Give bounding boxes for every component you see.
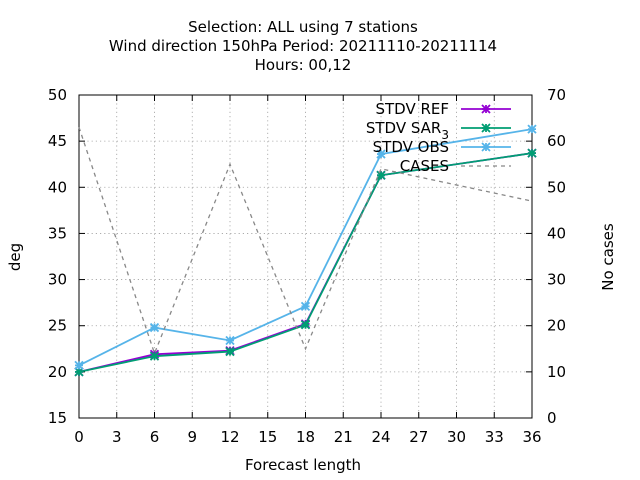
x-tick-label-9: 27 [409, 428, 428, 446]
legend-marker-2 [481, 142, 491, 152]
x-axis-label: Forecast length [245, 456, 361, 474]
x-tick-label-6: 18 [296, 428, 315, 446]
ticks: 0 3 6 9 12 15 18 21 24 27 30 33 36152025303540455001… [48, 86, 566, 446]
title-line-0: Selection: ALL using 7 stations [188, 18, 418, 36]
legend-label-3: CASES [400, 157, 449, 175]
y2-tick-label-0: 0 [547, 409, 557, 427]
x-tick-label-5: 15 [258, 428, 277, 446]
y2-tick-label-6: 60 [547, 132, 566, 150]
series-1-point-0 [74, 367, 84, 377]
series-1-point-1 [149, 351, 160, 361]
y-axis-label: deg [6, 243, 24, 271]
axes [78, 94, 533, 419]
x-tick-label-7: 21 [334, 428, 353, 446]
legend-item-3: CASES [400, 157, 511, 175]
series-2-point-4 [376, 149, 386, 159]
y-tick-label-5: 40 [48, 178, 67, 196]
x-tick-label-10: 30 [447, 428, 466, 446]
plot-frame [78, 94, 533, 419]
series-0 [74, 148, 537, 377]
grid [79, 95, 532, 418]
title-line-2: Hours: 00,12 [255, 56, 352, 74]
x-tick-label-3: 9 [187, 428, 197, 446]
legend-marker-1 [481, 123, 491, 133]
legend-item-0: STDV REF [375, 100, 511, 118]
x-tick-label-11: 33 [485, 428, 504, 446]
legend-label-1: STDV SAR3 [366, 119, 449, 142]
y-tick-label-6: 45 [48, 132, 67, 150]
series-1-point-5 [527, 148, 537, 158]
y2-tick-label-1: 10 [547, 363, 566, 381]
y-tick-label-4: 35 [48, 224, 67, 242]
x-tick-label-0: 0 [74, 428, 84, 446]
series-1-point-2 [225, 346, 235, 357]
x-tick-label-12: 36 [522, 428, 541, 446]
y2-tick-label-2: 20 [547, 317, 566, 335]
x-tick-label-1: 3 [112, 428, 122, 446]
y-tick-label-2: 25 [48, 317, 67, 335]
legend-item-1: STDV SAR3 [366, 119, 511, 142]
legend-item-2: STDV OBS [373, 138, 511, 156]
series-2-point-2 [225, 335, 235, 346]
series-line-3 [78, 127, 533, 356]
y2-tick-label-4: 40 [547, 224, 566, 242]
y-tick-label-3: 30 [48, 271, 67, 289]
series-line-2 [78, 128, 533, 367]
series-2-point-5 [527, 124, 537, 134]
x-tick-label-2: 6 [150, 428, 160, 446]
x-tick-label-4: 12 [220, 428, 239, 446]
legend-label-2: STDV OBS [373, 138, 449, 156]
y-tick-label-0: 15 [48, 409, 67, 427]
series-1 [74, 148, 537, 377]
y2-axis-label: No cases [599, 223, 617, 291]
series-2-point-0 [74, 360, 84, 371]
x-tick-label-8: 24 [371, 428, 390, 446]
legend-marker-0 [481, 104, 491, 114]
series-1-point-3 [300, 320, 311, 330]
y2-tick-label-3: 30 [547, 271, 566, 289]
series-2-point-3 [300, 301, 311, 311]
series-line-1 [78, 152, 533, 373]
y2-tick-label-5: 50 [547, 178, 566, 196]
y-tick-label-7: 50 [48, 86, 67, 104]
series-group [74, 124, 537, 377]
series-1-point-4 [376, 170, 386, 180]
series-3 [78, 127, 533, 356]
y-tick-label-1: 20 [48, 363, 67, 381]
legend-label-0: STDV REF [375, 100, 449, 118]
series-2-point-1 [149, 322, 160, 333]
series-2 [74, 124, 537, 371]
y2-tick-label-7: 70 [547, 86, 566, 104]
title-line-1: Wind direction 150hPa Period: 20211110-2… [109, 37, 497, 55]
